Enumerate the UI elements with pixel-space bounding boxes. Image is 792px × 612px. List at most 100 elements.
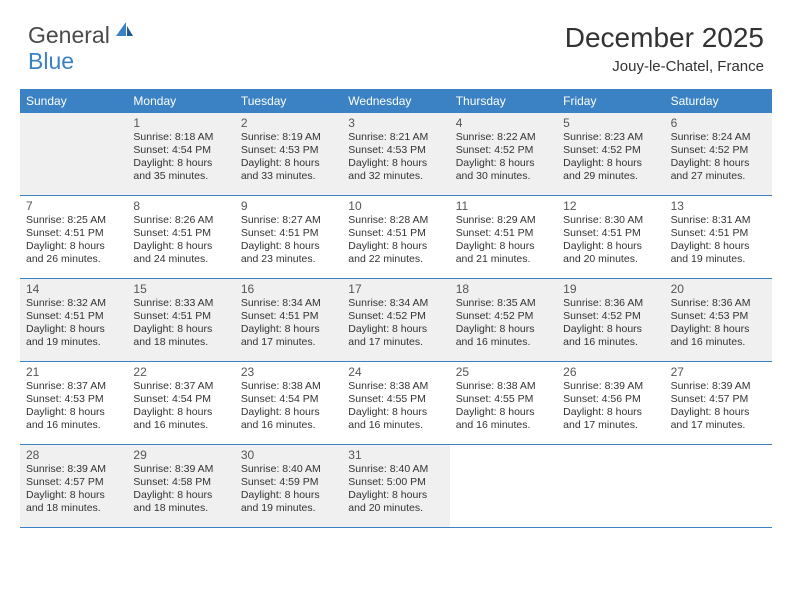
day-daylight2: and 17 minutes. (563, 419, 660, 432)
day-daylight2: and 30 minutes. (456, 170, 553, 183)
day-daylight2: and 18 minutes. (26, 502, 123, 515)
logo-sail-icon (114, 20, 134, 43)
day-number: 30 (241, 448, 338, 462)
day-sunrise: Sunrise: 8:40 AM (241, 463, 338, 476)
day-daylight1: Daylight: 8 hours (26, 406, 123, 419)
calendar-cell: 26Sunrise: 8:39 AMSunset: 4:56 PMDayligh… (557, 362, 664, 444)
day-number: 8 (133, 199, 230, 213)
calendar-cell: 7Sunrise: 8:25 AMSunset: 4:51 PMDaylight… (20, 196, 127, 278)
weekday-saturday: Saturday (665, 89, 772, 113)
calendar-cell: 19Sunrise: 8:36 AMSunset: 4:52 PMDayligh… (557, 279, 664, 361)
day-number: 12 (563, 199, 660, 213)
day-daylight2: and 32 minutes. (348, 170, 445, 183)
day-daylight1: Daylight: 8 hours (348, 489, 445, 502)
day-sunrise: Sunrise: 8:38 AM (348, 380, 445, 393)
day-sunrise: Sunrise: 8:23 AM (563, 131, 660, 144)
location-label: Jouy-le-Chatel, France (565, 58, 764, 75)
calendar-cell: 12Sunrise: 8:30 AMSunset: 4:51 PMDayligh… (557, 196, 664, 278)
day-sunset: Sunset: 4:52 PM (456, 144, 553, 157)
day-sunrise: Sunrise: 8:34 AM (241, 297, 338, 310)
day-daylight1: Daylight: 8 hours (671, 240, 768, 253)
calendar-cell: 6Sunrise: 8:24 AMSunset: 4:52 PMDaylight… (665, 113, 772, 195)
calendar-cell: 30Sunrise: 8:40 AMSunset: 4:59 PMDayligh… (235, 445, 342, 527)
day-sunset: Sunset: 4:53 PM (671, 310, 768, 323)
calendar-cell: 4Sunrise: 8:22 AMSunset: 4:52 PMDaylight… (450, 113, 557, 195)
day-daylight1: Daylight: 8 hours (133, 240, 230, 253)
day-number: 24 (348, 365, 445, 379)
day-sunset: Sunset: 4:56 PM (563, 393, 660, 406)
day-number: 23 (241, 365, 338, 379)
day-daylight1: Daylight: 8 hours (133, 323, 230, 336)
day-daylight1: Daylight: 8 hours (563, 323, 660, 336)
day-number: 15 (133, 282, 230, 296)
day-daylight1: Daylight: 8 hours (26, 489, 123, 502)
calendar-cell: 29Sunrise: 8:39 AMSunset: 4:58 PMDayligh… (127, 445, 234, 527)
day-sunset: Sunset: 4:53 PM (348, 144, 445, 157)
calendar-cell: 20Sunrise: 8:36 AMSunset: 4:53 PMDayligh… (665, 279, 772, 361)
day-sunset: Sunset: 4:52 PM (671, 144, 768, 157)
weekday-monday: Monday (127, 89, 234, 113)
day-daylight2: and 19 minutes. (26, 336, 123, 349)
day-sunrise: Sunrise: 8:27 AM (241, 214, 338, 227)
calendar-cell: 23Sunrise: 8:38 AMSunset: 4:54 PMDayligh… (235, 362, 342, 444)
day-sunrise: Sunrise: 8:39 AM (133, 463, 230, 476)
day-number: 18 (456, 282, 553, 296)
day-sunrise: Sunrise: 8:35 AM (456, 297, 553, 310)
day-sunset: Sunset: 4:51 PM (241, 227, 338, 240)
logo-text-general: General (28, 22, 110, 49)
day-daylight2: and 33 minutes. (241, 170, 338, 183)
day-number: 5 (563, 116, 660, 130)
day-number: 27 (671, 365, 768, 379)
day-sunrise: Sunrise: 8:37 AM (133, 380, 230, 393)
day-daylight1: Daylight: 8 hours (26, 240, 123, 253)
weekday-friday: Friday (557, 89, 664, 113)
day-sunset: Sunset: 4:54 PM (133, 393, 230, 406)
day-sunset: Sunset: 4:55 PM (348, 393, 445, 406)
day-sunrise: Sunrise: 8:21 AM (348, 131, 445, 144)
day-sunrise: Sunrise: 8:29 AM (456, 214, 553, 227)
logo: General (28, 22, 136, 49)
day-daylight2: and 17 minutes. (348, 336, 445, 349)
calendar-cell: 25Sunrise: 8:38 AMSunset: 4:55 PMDayligh… (450, 362, 557, 444)
day-daylight2: and 20 minutes. (563, 253, 660, 266)
month-title: December 2025 (565, 22, 764, 54)
day-number: 1 (133, 116, 230, 130)
day-sunrise: Sunrise: 8:39 AM (563, 380, 660, 393)
day-sunset: Sunset: 4:55 PM (456, 393, 553, 406)
day-daylight1: Daylight: 8 hours (456, 323, 553, 336)
day-sunset: Sunset: 4:51 PM (348, 227, 445, 240)
day-sunrise: Sunrise: 8:39 AM (26, 463, 123, 476)
day-number: 11 (456, 199, 553, 213)
day-daylight2: and 22 minutes. (348, 253, 445, 266)
day-daylight1: Daylight: 8 hours (348, 406, 445, 419)
day-daylight1: Daylight: 8 hours (671, 323, 768, 336)
day-number: 31 (348, 448, 445, 462)
day-daylight1: Daylight: 8 hours (133, 157, 230, 170)
calendar-cell: 10Sunrise: 8:28 AMSunset: 4:51 PMDayligh… (342, 196, 449, 278)
day-daylight2: and 16 minutes. (563, 336, 660, 349)
day-daylight2: and 16 minutes. (241, 419, 338, 432)
day-sunset: Sunset: 4:51 PM (26, 227, 123, 240)
calendar-cell: 21Sunrise: 8:37 AMSunset: 4:53 PMDayligh… (20, 362, 127, 444)
calendar-week: 14Sunrise: 8:32 AMSunset: 4:51 PMDayligh… (20, 279, 772, 362)
day-daylight1: Daylight: 8 hours (563, 240, 660, 253)
day-sunset: Sunset: 4:51 PM (456, 227, 553, 240)
calendar-week: 7Sunrise: 8:25 AMSunset: 4:51 PMDaylight… (20, 196, 772, 279)
calendar-cell: 31Sunrise: 8:40 AMSunset: 5:00 PMDayligh… (342, 445, 449, 527)
day-daylight1: Daylight: 8 hours (241, 240, 338, 253)
day-sunset: Sunset: 4:51 PM (133, 227, 230, 240)
day-sunset: Sunset: 4:52 PM (563, 310, 660, 323)
day-sunrise: Sunrise: 8:34 AM (348, 297, 445, 310)
calendar-cell (20, 113, 127, 195)
day-sunset: Sunset: 4:53 PM (26, 393, 123, 406)
day-daylight1: Daylight: 8 hours (671, 157, 768, 170)
weekday-sunday: Sunday (20, 89, 127, 113)
day-daylight2: and 35 minutes. (133, 170, 230, 183)
logo-text-blue: Blue (28, 48, 74, 74)
day-sunrise: Sunrise: 8:22 AM (456, 131, 553, 144)
day-daylight2: and 24 minutes. (133, 253, 230, 266)
calendar-cell: 1Sunrise: 8:18 AMSunset: 4:54 PMDaylight… (127, 113, 234, 195)
day-sunrise: Sunrise: 8:36 AM (563, 297, 660, 310)
day-daylight1: Daylight: 8 hours (133, 489, 230, 502)
day-sunset: Sunset: 4:57 PM (26, 476, 123, 489)
